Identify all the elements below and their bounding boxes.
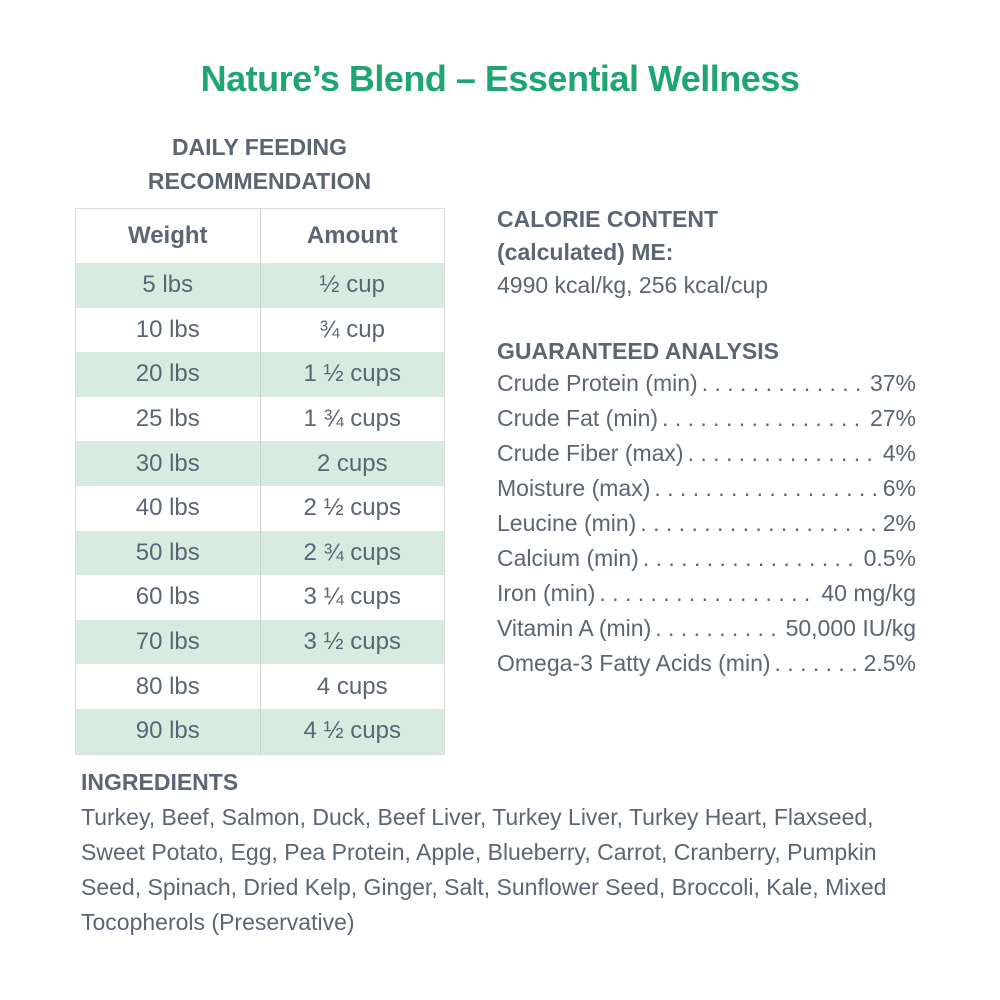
weight-cell: 50 lbs xyxy=(75,530,260,576)
product-title: Nature’s Blend – Essential Wellness xyxy=(200,58,800,99)
analysis-label: Crude Fat (min) xyxy=(497,405,659,431)
analysis-value: 2% xyxy=(882,510,916,536)
analysis-row: Vitamin A (min) 50,000 IU/kg xyxy=(497,611,916,646)
analysis-value: 2.5% xyxy=(863,650,916,676)
dot-leader xyxy=(655,611,781,646)
feeding-heading: DAILY FEEDING RECOMMENDATION xyxy=(147,134,372,194)
table-row: 5 lbs ½ cup xyxy=(75,263,445,308)
weight-cell: 90 lbs xyxy=(75,708,260,755)
analysis-label: Crude Protein (min) xyxy=(497,370,698,396)
weight-cell: 25 lbs xyxy=(135,405,200,433)
analysis-row: Omega-3 Fatty Acids (min) 2.5% xyxy=(497,646,916,681)
table-row: 90 lbs 4 ½ cups xyxy=(75,708,445,755)
weight-cell: 5 lbs xyxy=(75,263,260,308)
ingredients: INGREDIENTS Turkey, Beef, Salmon, Duck, … xyxy=(81,765,941,940)
dot-leader xyxy=(775,646,860,681)
analysis-label: Crude Fiber (max) xyxy=(497,440,684,466)
dot-leader xyxy=(688,436,879,471)
analysis-row: Calcium (min) 0.5% xyxy=(497,541,916,576)
column-header-amount: Amount xyxy=(259,208,445,263)
analysis-row: Crude Fiber (max) 4% xyxy=(497,436,916,471)
weight-cell: 40 lbs xyxy=(135,494,200,522)
weight-cell: 30 lbs xyxy=(75,441,260,486)
analysis-value: 6% xyxy=(882,475,916,501)
table-row: 30 lbs 2 cups xyxy=(75,441,445,486)
amount-cell: 2 ¾ cups xyxy=(259,530,445,576)
analysis-row: Moisture (max) 6% xyxy=(497,471,916,506)
amount-cell: 4 ½ cups xyxy=(259,708,445,755)
analysis-label: Vitamin A (min) xyxy=(497,615,652,641)
calorie-subheading: (calculated) ME: xyxy=(497,239,674,265)
table-row: 25 lbs 1 ¾ cups xyxy=(76,396,445,442)
calorie-content: CALORIE CONTENT (calculated) ME: 4990 kc… xyxy=(497,203,768,302)
dot-leader xyxy=(654,471,878,506)
table-row: 50 lbs 2 ¾ cups xyxy=(75,530,445,576)
amount-cell: 2 cups xyxy=(259,441,445,486)
weight-cell: 20 lbs xyxy=(75,352,260,397)
analysis-value: 50,000 IU/kg xyxy=(785,615,916,641)
analysis-value: 37% xyxy=(869,370,916,396)
analysis-row: Crude Protein (min) 37% xyxy=(497,366,916,401)
column-header-weight: Weight xyxy=(127,222,208,249)
analysis-heading: GUARANTEED ANALYSIS xyxy=(497,338,779,364)
feeding-table: Weight Amount 5 lbs ½ cup 10 lbs ¾ cup 20 lb… xyxy=(75,208,445,755)
analysis-label: Moisture (max) xyxy=(497,475,651,501)
amount-cell: 2 ½ cups xyxy=(259,485,445,531)
analysis-label: Calcium (min) xyxy=(497,545,639,571)
calorie-value: 4990 kcal/kg, 256 kcal/cup xyxy=(497,272,769,298)
analysis-value: 27% xyxy=(869,405,916,431)
calorie-heading: CALORIE CONTENT xyxy=(497,206,719,232)
table-row: 10 lbs ¾ cup xyxy=(76,307,445,353)
analysis-value: 4% xyxy=(882,440,916,466)
analysis-value: 0.5% xyxy=(863,545,916,571)
dot-leader xyxy=(662,401,866,436)
table-row: 70 lbs 3 ½ cups xyxy=(75,619,445,665)
weight-cell: 10 lbs xyxy=(135,315,200,343)
table-row: 20 lbs 1 ½ cups xyxy=(75,352,445,397)
analysis-row: Crude Fat (min) 27% xyxy=(497,401,916,436)
weight-cell: 60 lbs xyxy=(135,583,200,611)
ingredients-heading: INGREDIENTS xyxy=(81,769,239,795)
amount-cell: 3 ¼ cups xyxy=(259,575,445,620)
amount-cell: ½ cup xyxy=(259,263,445,308)
weight-cell: 80 lbs xyxy=(135,672,200,700)
analysis-label: Leucine (min) xyxy=(497,510,637,536)
table-row: 60 lbs 3 ¼ cups xyxy=(76,575,445,620)
amount-cell: 4 cups xyxy=(259,664,445,709)
table-row: 40 lbs 2 ½ cups xyxy=(76,485,445,531)
dot-leader xyxy=(640,506,878,541)
dot-leader xyxy=(643,541,860,576)
table-row: 80 lbs 4 cups xyxy=(76,664,445,709)
guaranteed-analysis: GUARANTEED ANALYSIS Crude Protein (min) 3… xyxy=(497,336,916,681)
analysis-value: 40 mg/kg xyxy=(821,580,916,606)
amount-cell: 3 ½ cups xyxy=(259,619,445,665)
amount-cell: 1 ½ cups xyxy=(259,352,445,397)
ingredients-text: Turkey, Beef, Salmon, Duck, Beef Liver, … xyxy=(81,804,887,935)
amount-cell: 1 ¾ cups xyxy=(259,396,445,442)
analysis-label: Omega-3 Fatty Acids (min) xyxy=(497,650,771,676)
weight-cell: 70 lbs xyxy=(75,619,260,665)
dot-leader xyxy=(702,366,866,401)
analysis-row: Iron (min) 40 mg/kg xyxy=(497,576,916,611)
amount-cell: ¾ cup xyxy=(259,307,445,353)
analysis-label: Iron (min) xyxy=(497,580,596,606)
analysis-row: Leucine (min) 2% xyxy=(497,506,916,541)
dot-leader xyxy=(599,576,817,611)
